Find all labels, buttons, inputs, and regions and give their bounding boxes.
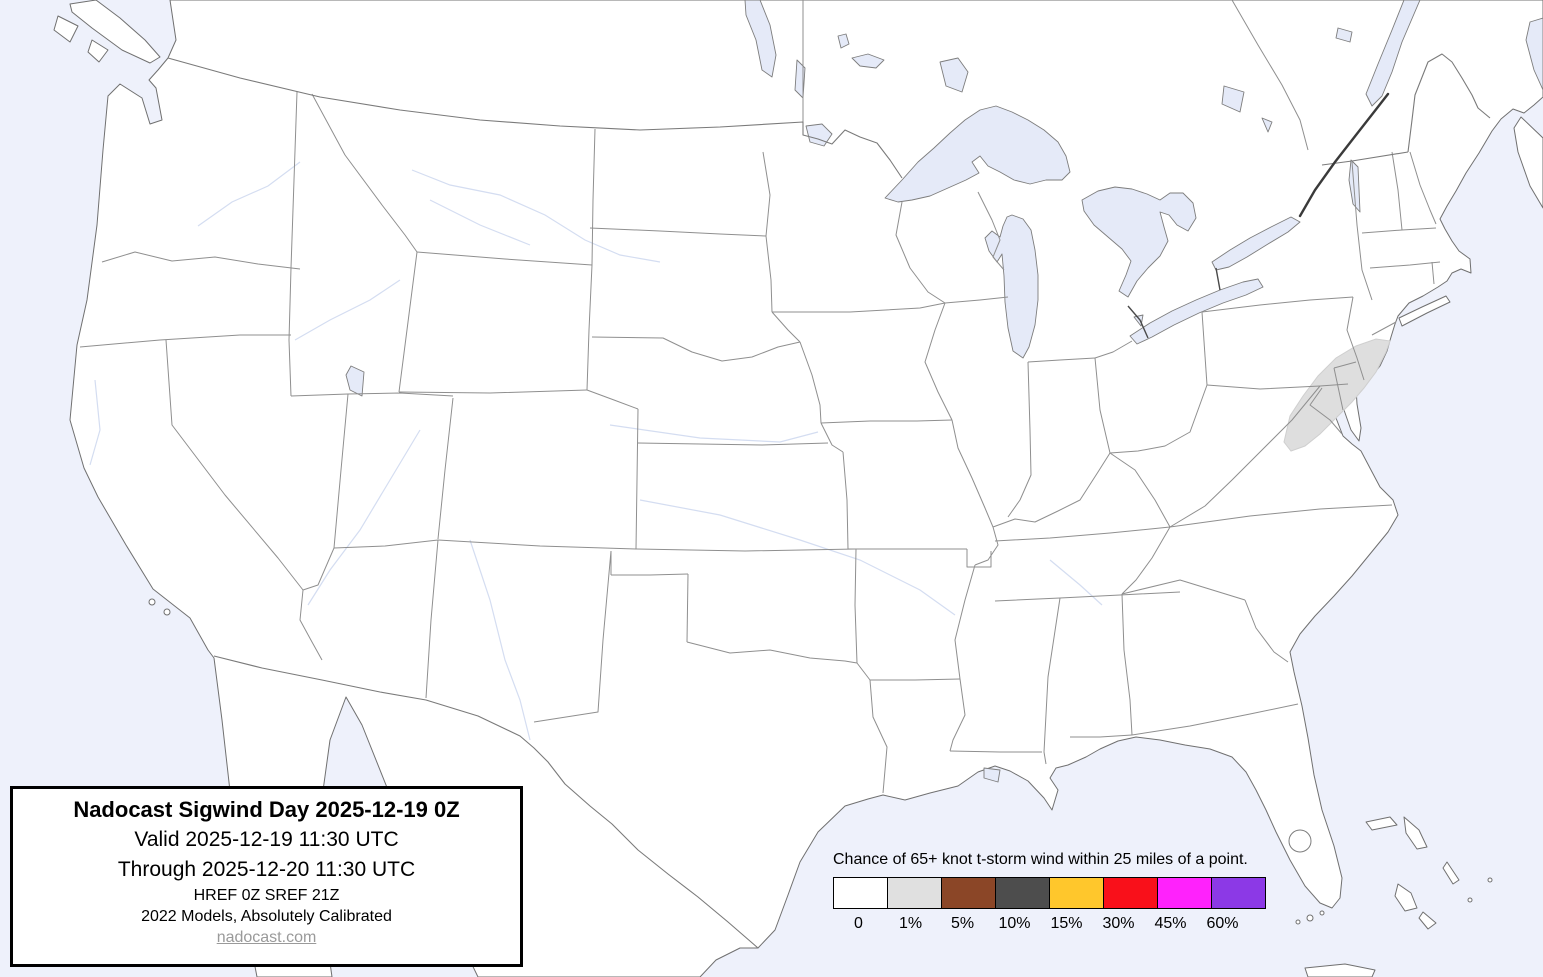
legend-label-row: 0 1% 5% 10% 15% 30% 45% 60%: [833, 915, 1266, 933]
lake-nipigon: [939, 57, 969, 93]
province-borders: [802, 0, 1309, 151]
legend-title: Chance of 65+ knot t-storm wind within 2…: [833, 851, 1248, 868]
lake-champlain: [1348, 159, 1361, 213]
legend-swatch-row: [833, 877, 1266, 909]
nadocast-link[interactable]: nadocast.com: [216, 929, 317, 946]
legend-label-45pct: 45%: [1154, 915, 1187, 932]
legend-swatch-5pct: [941, 877, 996, 909]
legend-swatch-10pct: [995, 877, 1050, 909]
legend-label-0: 0: [854, 915, 863, 932]
nova-scotia: [1513, 116, 1543, 209]
valid-time: Valid 2025-12-19 11:30 UTC: [134, 828, 399, 851]
model-runs: HREF 0Z SREF 21Z: [193, 887, 340, 904]
gulf-of-st-lawrence: [1525, 17, 1543, 91]
bahamas: [1365, 816, 1398, 831]
legend-label-5pct: 5%: [950, 915, 975, 932]
international-borders: [167, 53, 1491, 949]
state-borders: [79, 91, 1441, 794]
st-lawrence-estuary: [1365, 0, 1421, 107]
legend-label-60pct: 60%: [1206, 915, 1239, 932]
calibration-note: 2022 Models, Absolutely Calibrated: [141, 908, 392, 925]
legend-swatch-15pct: [1049, 877, 1104, 909]
legend-label-1pct: 1%: [898, 915, 923, 932]
legend-label-30pct: 30%: [1102, 915, 1135, 932]
probability-contour-1pct: [1283, 338, 1391, 452]
st-lawrence-river: [1298, 92, 1390, 218]
probability-legend: Chance of 65+ knot t-storm wind within 2…: [833, 851, 1266, 933]
lake-huron: [1081, 186, 1197, 298]
legend-label-15pct: 15%: [1050, 915, 1083, 932]
lake-superior: [884, 105, 1071, 203]
lake-erie: [1129, 278, 1264, 345]
lake-ontario: [1211, 216, 1301, 271]
lake-okeechobee: [1288, 829, 1312, 853]
forecast-title: Nadocast Sigwind Day 2025-12-19 0Z: [73, 797, 460, 822]
legend-swatch-1pct: [887, 877, 942, 909]
through-time: Through 2025-12-20 11:30 UTC: [117, 858, 416, 881]
great-salt-lake: [345, 365, 365, 397]
rivers: [89, 161, 1103, 741]
islands: [53, 0, 1543, 977]
lake-of-the-woods: [805, 123, 833, 147]
lake-winnipeg: [744, 0, 777, 78]
north-america-landmass: [69, 0, 1543, 977]
lake-michigan: [984, 214, 1039, 359]
legend-label-10pct: 10%: [998, 915, 1031, 932]
vancouver-island: [69, 0, 161, 64]
forecast-title-box: Nadocast Sigwind Day 2025-12-19 0Z Valid…: [10, 786, 523, 967]
long-island: [1398, 295, 1451, 327]
legend-swatch-30pct: [1103, 877, 1158, 909]
us-mexico-border: [213, 655, 759, 949]
legend-swatch-45pct: [1157, 877, 1212, 909]
legend-swatch-60pct: [1211, 877, 1266, 909]
cuba-sliver: [1304, 963, 1376, 977]
legend-swatch-0: [833, 877, 888, 909]
us-canada-border: [167, 57, 903, 179]
lake-pontchartrain: [983, 767, 1001, 783]
maine-canada-border: [1407, 53, 1491, 153]
